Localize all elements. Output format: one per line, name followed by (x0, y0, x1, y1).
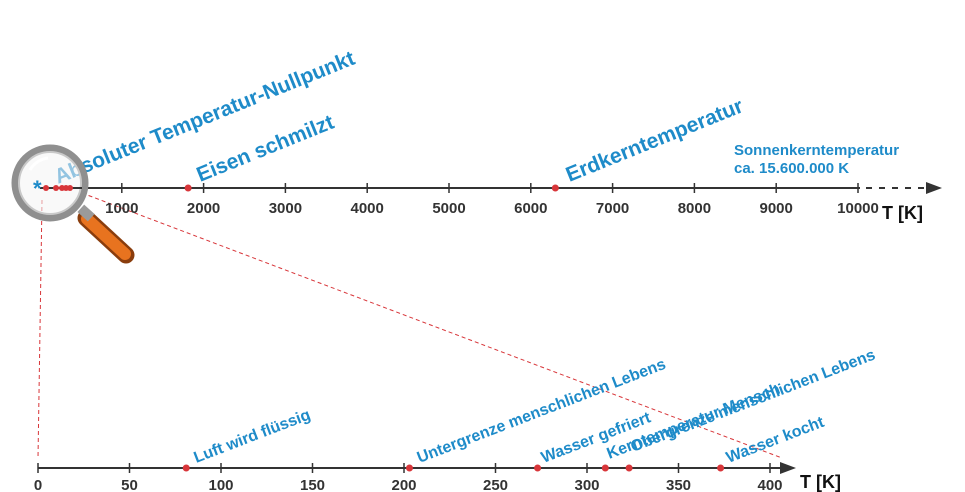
bottom-axis: 0 50 100 150 200 250 300 350 400 Luft wird flüss… (34, 346, 878, 492)
sun-core-note-line1: Sonnenkerntemperatur (734, 142, 899, 159)
top-axis-arrowhead (926, 182, 942, 194)
zoom-line-left (37, 199, 43, 459)
top-tick-label: 10000 (837, 200, 879, 217)
bottom-axis-unit: T [K] (800, 472, 841, 492)
bottom-tick-label: 0 (34, 477, 42, 492)
bottom-axis-arrowhead (780, 462, 796, 474)
top-tick-label: 1000 (105, 200, 138, 217)
bottom-tick-label: 100 (208, 477, 233, 492)
top-event-label: Erdkerntemperatur (563, 94, 747, 186)
top-tick-label: 4000 (351, 200, 384, 217)
bottom-event-marker (601, 464, 609, 472)
top-tick-label: 8000 (678, 200, 711, 217)
top-tick-label: 2000 (187, 200, 220, 217)
bottom-event-marker (405, 464, 413, 472)
top-tick-label: 6000 (514, 200, 547, 217)
bottom-event-marker (182, 464, 190, 472)
sun-core-note-line2: ca. 15.600.000 K (734, 160, 849, 177)
bottom-tick-label: 150 (300, 477, 325, 492)
bottom-event-label: Luft wird flüssig (192, 407, 313, 467)
top-tick-label: 7000 (596, 200, 629, 217)
bottom-tick-label: 350 (666, 477, 691, 492)
magnifier-icon (11, 144, 135, 264)
top-event-marker (184, 184, 192, 192)
top-tick-label: 5000 (432, 200, 465, 217)
bottom-event-marker (625, 464, 633, 472)
top-axis-unit: T [K] (882, 203, 923, 223)
top-event-marker (551, 184, 559, 192)
bottom-tick-label: 300 (574, 477, 599, 492)
top-tick-label: 9000 (760, 200, 793, 217)
bottom-tick-label: 50 (121, 477, 138, 492)
magnifier-lens-content: * (33, 176, 82, 201)
bottom-event-marker (717, 464, 725, 472)
asterisk-icon: * (33, 176, 42, 201)
bottom-tick-label: 200 (391, 477, 416, 492)
bottom-tick-label: 400 (757, 477, 782, 492)
bottom-event-label: Wasser kocht (724, 414, 827, 467)
bottom-event-marker (534, 464, 542, 472)
top-tick-label: 3000 (269, 200, 302, 217)
bottom-tick-label: 250 (483, 477, 508, 492)
top-axis: 1000 2000 3000 4000 5000 6000 7000 8000 9000 1000… (40, 47, 942, 223)
zoom-line-right (81, 192, 783, 459)
